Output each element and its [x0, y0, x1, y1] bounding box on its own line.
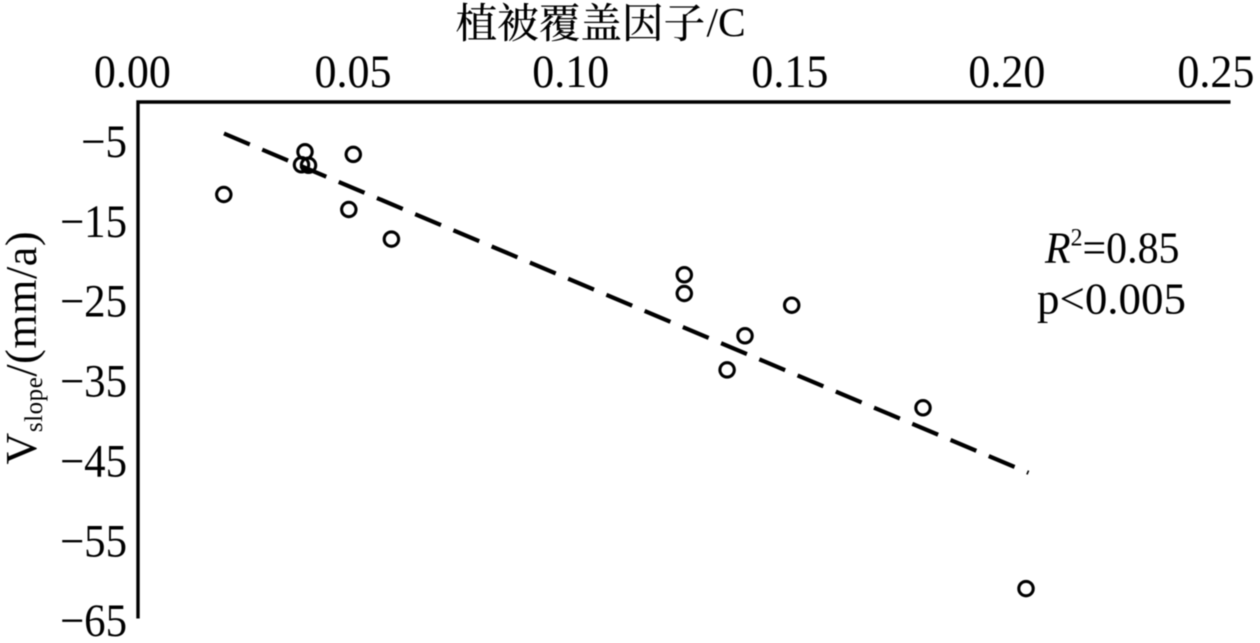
svg-text:−45: −45 — [60, 435, 127, 486]
svg-text:−25: −25 — [60, 276, 127, 327]
svg-text:R2=0.85: R2=0.85 — [1044, 224, 1179, 273]
svg-text:−55: −55 — [60, 515, 127, 566]
svg-text:0.15: 0.15 — [751, 46, 828, 97]
svg-text:0.25: 0.25 — [1177, 46, 1254, 97]
svg-text:−65: −65 — [60, 595, 127, 643]
svg-text:−35: −35 — [60, 356, 127, 407]
svg-text:Vslope/(mm/a): Vslope/(mm/a) — [0, 232, 48, 465]
svg-text:0.00: 0.00 — [94, 46, 171, 97]
svg-text:/C: /C — [707, 0, 746, 45]
svg-text:−15: −15 — [60, 196, 127, 247]
svg-text:0.10: 0.10 — [532, 46, 609, 97]
svg-text:0.20: 0.20 — [968, 46, 1045, 97]
svg-text:−5: −5 — [81, 116, 127, 167]
svg-text:p<0.005: p<0.005 — [1037, 275, 1186, 324]
svg-text:0.05: 0.05 — [315, 46, 392, 97]
